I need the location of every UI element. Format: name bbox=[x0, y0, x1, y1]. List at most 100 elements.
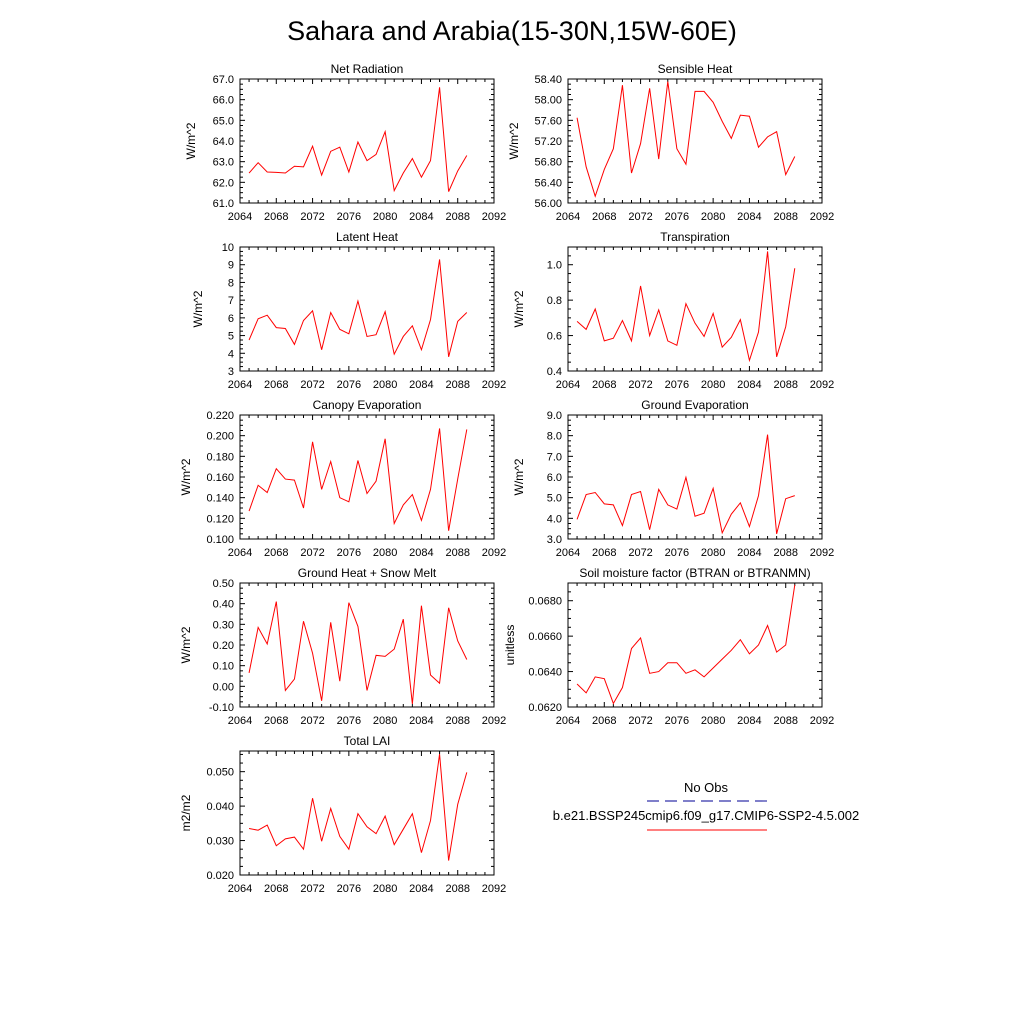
x-tick-label: 2072 bbox=[628, 379, 652, 391]
x-tick-label: 2092 bbox=[810, 715, 834, 727]
x-tick-label: 2064 bbox=[228, 547, 252, 559]
y-tick-label: 0.0640 bbox=[528, 667, 562, 679]
panel-9: Total LAI 2064 2068 2072 2076 2080 2084 2088 209… bbox=[179, 734, 506, 895]
x-tick-label: 2092 bbox=[482, 715, 506, 727]
x-tick-label: 2064 bbox=[228, 883, 252, 895]
x-tick-label: 2064 bbox=[228, 211, 252, 223]
x-tick-label: 2084 bbox=[737, 379, 761, 391]
x-tick-label: 2068 bbox=[264, 883, 288, 895]
x-tick-label: 2072 bbox=[300, 715, 324, 727]
x-tick-label: 2072 bbox=[300, 211, 324, 223]
y-tick-label: 6.0 bbox=[547, 472, 562, 484]
x-tick-label: 2072 bbox=[300, 883, 324, 895]
panel-title: Sensible Heat bbox=[658, 62, 733, 76]
x-tick-label: 2088 bbox=[445, 379, 469, 391]
x-tick-label: 2068 bbox=[592, 379, 616, 391]
x-tick-label: 2088 bbox=[773, 379, 797, 391]
x-tick-label: 2084 bbox=[409, 379, 433, 391]
x-tick-label: 2084 bbox=[737, 211, 761, 223]
panel-6: Ground Evaporation 2064 2068 2072 2076 2080 20… bbox=[512, 398, 834, 559]
y-tick-label: 9 bbox=[228, 260, 234, 272]
y-tick-label: 0.0620 bbox=[528, 702, 562, 714]
panel-title: Latent Heat bbox=[336, 230, 399, 244]
y-tick-label: 0.8 bbox=[547, 295, 562, 307]
series-line bbox=[248, 428, 468, 531]
y-tick-label: 0.20 bbox=[213, 640, 234, 652]
panel-5: Canopy Evaporation 2064 2068 2072 2076 2080 20… bbox=[179, 398, 506, 559]
y-tick-label: 65.0 bbox=[213, 115, 234, 127]
y-axis-label: W/m^2 bbox=[512, 290, 526, 327]
x-tick-label: 2064 bbox=[556, 379, 580, 391]
x-tick-label: 2076 bbox=[337, 211, 361, 223]
x-tick-label: 2076 bbox=[665, 379, 689, 391]
y-tick-label: 0.0660 bbox=[528, 631, 562, 643]
y-tick-label: 0.120 bbox=[206, 513, 234, 525]
y-tick-label: 5 bbox=[228, 331, 234, 343]
x-tick-label: 2084 bbox=[409, 883, 433, 895]
x-tick-label: 2092 bbox=[482, 379, 506, 391]
series-line bbox=[248, 601, 468, 704]
figure-title: Sahara and Arabia(15-30N,15W-60E) bbox=[287, 16, 737, 46]
y-tick-label: 0.40 bbox=[213, 599, 234, 611]
x-tick-label: 2092 bbox=[482, 211, 506, 223]
y-tick-label: 0.160 bbox=[206, 472, 234, 484]
series-line bbox=[248, 754, 468, 861]
x-tick-label: 2064 bbox=[556, 211, 580, 223]
panel-title: Ground Heat + Snow Melt bbox=[298, 566, 437, 580]
panel-1: Net Radiation 2064 2068 2072 2076 2080 2084 208… bbox=[184, 62, 506, 223]
x-tick-label: 2084 bbox=[409, 211, 433, 223]
y-tick-label: 10 bbox=[222, 242, 234, 254]
panel-8: Soil moisture factor (BTRAN or BTRANMN) 2… bbox=[503, 566, 834, 727]
x-tick-label: 2068 bbox=[264, 379, 288, 391]
x-tick-label: 2072 bbox=[628, 547, 652, 559]
x-tick-label: 2072 bbox=[300, 379, 324, 391]
x-tick-label: 2064 bbox=[228, 715, 252, 727]
x-tick-label: 2092 bbox=[482, 883, 506, 895]
x-tick-label: 2088 bbox=[445, 547, 469, 559]
x-tick-label: 2068 bbox=[592, 547, 616, 559]
series-line bbox=[576, 434, 795, 535]
x-tick-label: 2080 bbox=[373, 379, 397, 391]
y-tick-label: 9.0 bbox=[547, 410, 562, 422]
y-axis-label: W/m^2 bbox=[512, 458, 526, 495]
y-tick-label: 0.140 bbox=[206, 493, 234, 505]
panel-title: Net Radiation bbox=[331, 62, 404, 76]
y-tick-label: 0.040 bbox=[206, 801, 234, 813]
y-tick-label: 8 bbox=[228, 277, 234, 289]
y-axis-label: W/m^2 bbox=[179, 458, 193, 495]
x-tick-label: 2080 bbox=[701, 715, 725, 727]
x-tick-label: 2080 bbox=[701, 379, 725, 391]
x-tick-label: 2088 bbox=[445, 883, 469, 895]
y-tick-label: 1.0 bbox=[547, 260, 562, 272]
panel-title: Total LAI bbox=[344, 734, 391, 748]
x-tick-label: 2068 bbox=[592, 715, 616, 727]
x-tick-label: 2084 bbox=[737, 547, 761, 559]
panel-title: Transpiration bbox=[660, 230, 730, 244]
panel-2: Sensible Heat 2064 2068 2072 2076 2080 2084 208… bbox=[507, 62, 834, 223]
y-tick-label: 57.60 bbox=[534, 115, 562, 127]
y-tick-label: 0.180 bbox=[206, 451, 234, 463]
y-tick-label: 4 bbox=[228, 348, 234, 360]
x-tick-label: 2076 bbox=[337, 379, 361, 391]
y-tick-label: 0.200 bbox=[206, 431, 234, 443]
x-tick-label: 2080 bbox=[701, 547, 725, 559]
y-tick-label: 67.0 bbox=[213, 74, 234, 86]
panel-title: Ground Evaporation bbox=[641, 398, 748, 412]
y-axis-label: W/m^2 bbox=[191, 290, 205, 327]
x-tick-label: 2076 bbox=[337, 547, 361, 559]
x-tick-label: 2076 bbox=[665, 211, 689, 223]
y-tick-label: 6 bbox=[228, 313, 234, 325]
x-tick-label: 2080 bbox=[373, 715, 397, 727]
x-tick-label: 2072 bbox=[628, 715, 652, 727]
x-tick-label: 2068 bbox=[264, 211, 288, 223]
x-tick-label: 2076 bbox=[665, 715, 689, 727]
y-tick-label: 0.030 bbox=[206, 836, 234, 848]
y-tick-label: 0.220 bbox=[206, 410, 234, 422]
x-tick-label: 2092 bbox=[482, 547, 506, 559]
y-axis-label: W/m^2 bbox=[179, 626, 193, 663]
y-axis-label: m2/m2 bbox=[179, 794, 193, 831]
y-tick-label: 0.50 bbox=[213, 578, 234, 590]
y-tick-label: 4.0 bbox=[547, 513, 562, 525]
y-tick-label: 7.0 bbox=[547, 451, 562, 463]
